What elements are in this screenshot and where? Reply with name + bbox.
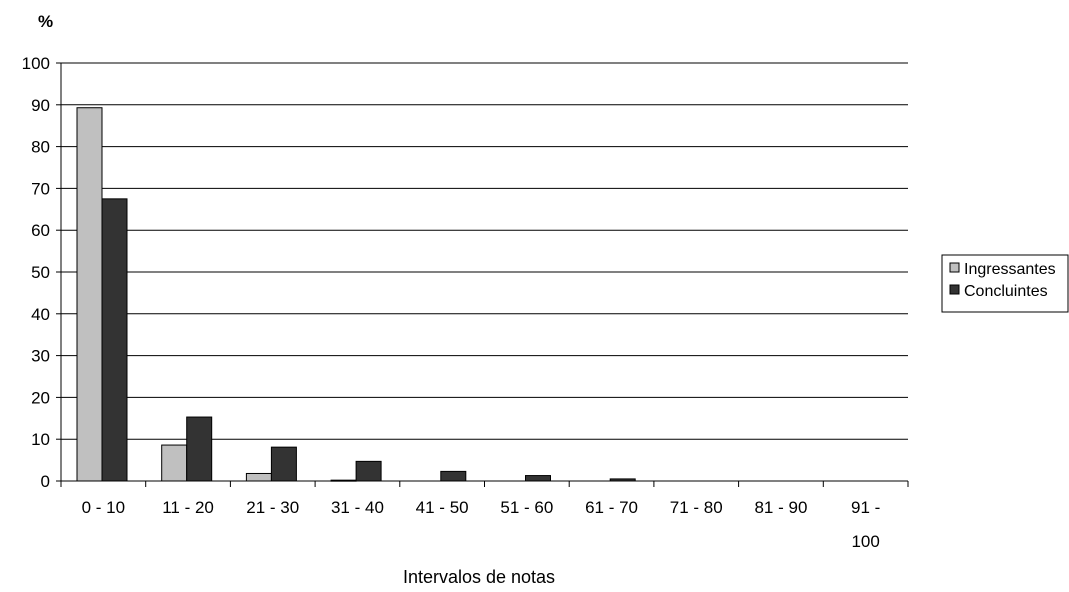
- bar-concluintes-2: [186, 416, 213, 482]
- y-tick-label: 0: [41, 472, 50, 491]
- tick-labels: 0 10 20 30 40 50 60 70 80 90 100 0 - 10 11 - 20 21 - …: [22, 54, 881, 551]
- y-tick-label: 100: [22, 54, 50, 73]
- x-axis-label: Intervalos de notas: [403, 567, 555, 587]
- legend-box: [941, 254, 1069, 313]
- y-tick-label: 30: [31, 347, 50, 366]
- legend-label: Ingressantes: [964, 261, 1056, 278]
- bar-ingressantes-1: [76, 107, 103, 482]
- bar-ingressantes-2: [161, 444, 188, 482]
- legend-swatch: [949, 262, 960, 273]
- bar-concluintes-3: [270, 446, 297, 482]
- x-tick-label: 81 - 90: [754, 498, 807, 517]
- y-tick-label: 10: [31, 430, 50, 449]
- legend-swatch: [949, 284, 960, 295]
- x-tick-label: 0 - 10: [82, 498, 125, 517]
- bar-concluintes-5: [440, 470, 467, 482]
- x-tick-label: 41 - 50: [416, 498, 469, 517]
- y-tick-label: 20: [31, 388, 50, 407]
- x-tick-label: 91 -100: [851, 498, 880, 551]
- x-tick-label: 71 - 80: [670, 498, 723, 517]
- legend-label: Concluintes: [964, 283, 1048, 300]
- x-tick-label: 51 - 60: [500, 498, 553, 517]
- axes: [56, 62, 909, 487]
- gridlines: [61, 62, 908, 440]
- x-tick-label: 11 - 20: [162, 498, 214, 517]
- bars: [76, 107, 636, 482]
- y-tick-label: 90: [31, 96, 50, 115]
- bar-ingressantes-3: [245, 472, 272, 482]
- bar-concluintes-1: [101, 198, 128, 482]
- x-tick-label: 31 - 40: [331, 498, 384, 517]
- y-tick-label: 40: [31, 305, 50, 324]
- y-tick-label: 70: [31, 179, 50, 198]
- x-tick-label: 21 - 30: [246, 498, 299, 517]
- legend: Ingressantes Concluintes: [941, 254, 1069, 313]
- y-axis-label: %: [38, 12, 53, 31]
- bar-concluintes-6: [525, 475, 551, 482]
- y-tick-label: 80: [31, 138, 50, 157]
- x-tick-label: 61 - 70: [585, 498, 638, 517]
- y-tick-label: 60: [31, 221, 50, 240]
- y-tick-label: 50: [31, 263, 50, 282]
- bar-concluintes-4: [355, 460, 382, 482]
